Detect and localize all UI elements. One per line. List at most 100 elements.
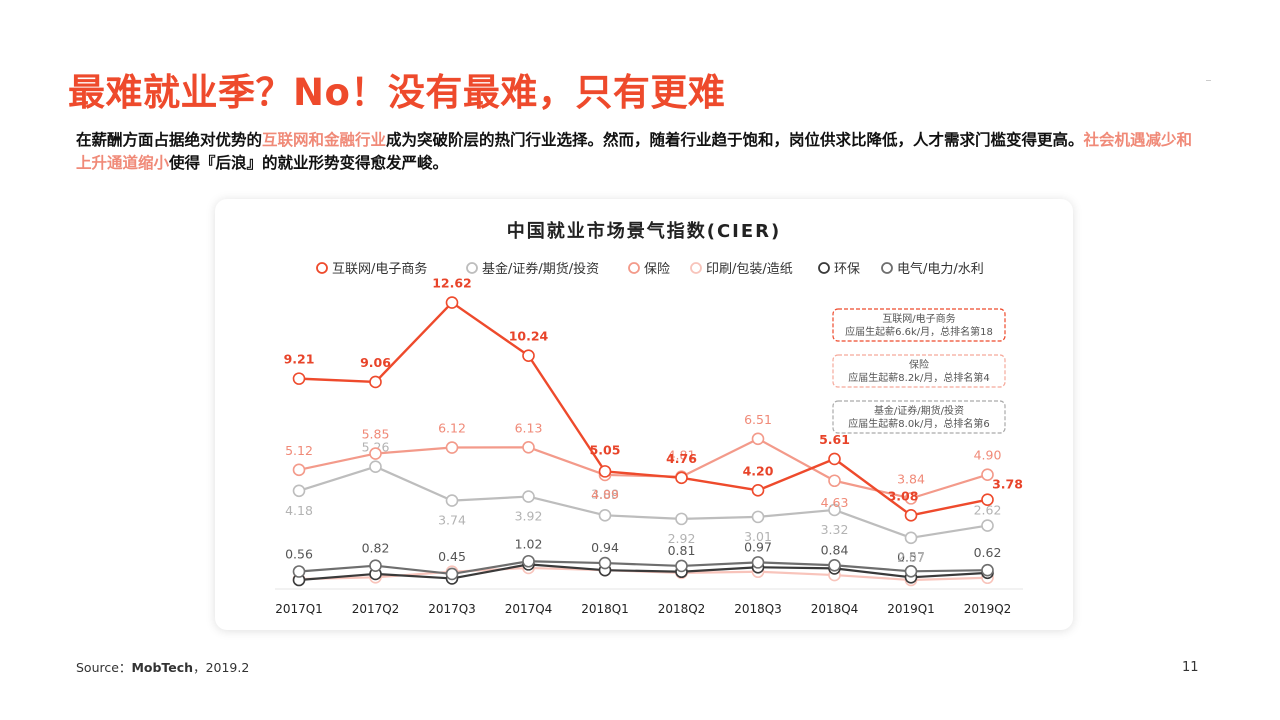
data-label: 12.62 <box>432 276 472 291</box>
data-label: 4.90 <box>974 448 1002 463</box>
page-number: 11 <box>1182 660 1199 675</box>
legend-marker <box>881 262 893 274</box>
data-label: 0.45 <box>438 549 466 564</box>
data-label: 4.20 <box>743 463 774 478</box>
series-group: 9.21 9.06 12.62 10.24 5.05 4.76 4.20 5.61 3.08 3.… <box>284 276 1023 522</box>
series-group: 4.18 5.26 3.74 3.92 3.08 2.92 3.01 3.32 2.07 2.62 <box>285 440 1001 565</box>
data-point <box>369 559 382 573</box>
x-tick-label: 2017Q1 <box>275 602 323 616</box>
series-line <box>298 563 988 582</box>
data-point <box>828 452 841 466</box>
data-label: 0.84 <box>821 542 849 557</box>
data-label: 5.26 <box>362 440 390 455</box>
data-point <box>522 349 535 362</box>
data-label: 0.56 <box>285 547 313 562</box>
data-point <box>369 375 382 389</box>
data-label: 5.05 <box>590 442 621 457</box>
desc-text-2: 成为突破阶层的热门行业选择。然而，随着行业趋于饱和，岗位供求比降低，人才需求门槛… <box>386 131 1084 149</box>
data-label: 0.62 <box>974 545 1002 560</box>
data-point <box>445 567 459 581</box>
series-line <box>298 560 988 576</box>
desc-highlight-1: 互联网和金融行业 <box>262 131 387 149</box>
data-point <box>445 296 459 309</box>
legend-label: 印刷/包装/造纸 <box>706 262 793 277</box>
data-label: 3.92 <box>515 509 543 524</box>
data-point <box>751 556 765 569</box>
legend-label: 环保 <box>834 262 860 277</box>
data-point <box>598 465 612 478</box>
data-label: 5.12 <box>285 443 313 458</box>
data-point <box>904 492 918 505</box>
data-point <box>675 471 688 485</box>
slide-title: 最难就业季？No！没有最难，只有更难 <box>68 71 726 114</box>
data-point <box>369 460 382 474</box>
data-label: 2.62 <box>974 503 1002 518</box>
x-tick-label: 2018Q3 <box>734 602 782 616</box>
x-tick-label: 2019Q1 <box>887 602 935 616</box>
x-tick-label: 2018Q1 <box>581 602 629 616</box>
legend-item: 互联网/电子商务 <box>316 261 427 277</box>
series-line <box>298 301 988 517</box>
data-point <box>904 531 918 545</box>
data-point <box>751 432 765 446</box>
legend-label: 保险 <box>644 262 670 277</box>
slide-description: 在薪酬方面占据绝对优势的互联网和金融行业成为突破阶层的热门行业选择。然而，随着行… <box>76 129 1206 175</box>
source-name: MobTech <box>131 660 194 675</box>
x-tick-label: 2018Q4 <box>811 602 859 616</box>
data-label: 6.51 <box>744 412 772 427</box>
data-point <box>981 519 994 532</box>
legend-item: 印刷/包装/造纸 <box>690 262 793 277</box>
data-point <box>445 441 459 454</box>
series-line <box>298 437 988 500</box>
data-point <box>981 563 994 577</box>
corner-mark <box>1206 80 1211 81</box>
source-suffix: ，2019.2 <box>193 660 250 675</box>
data-label: 4.18 <box>285 503 313 518</box>
series-line <box>298 465 988 539</box>
legend-marker <box>690 262 702 274</box>
legend-label: 基金/证券/期货/投资 <box>482 261 599 277</box>
data-label: 2.07 <box>897 550 925 565</box>
data-point <box>904 509 918 522</box>
data-point <box>598 556 612 570</box>
legend-marker <box>628 262 640 274</box>
line-chart: 中国就业市场景气指数(CIER) 互联网/电子商务 基金/证券/期货/投资 保险 印刷… <box>275 220 1023 616</box>
legend-label: 互联网/电子商务 <box>332 261 427 277</box>
data-label: 0.81 <box>668 543 696 558</box>
data-point <box>981 468 994 482</box>
data-point <box>751 510 765 524</box>
annotation-title: 基金/证券/期货/投资 <box>874 404 964 417</box>
data-label: 5.85 <box>362 427 390 442</box>
data-label: 5.61 <box>819 432 850 447</box>
data-label: 9.06 <box>360 355 391 370</box>
legend-item: 环保 <box>818 262 860 277</box>
data-point <box>751 484 765 497</box>
desc-highlight-2: 社会机遇减少和上升通道缩小 <box>76 131 1193 172</box>
legend-marker <box>818 262 830 274</box>
legend-item: 保险 <box>628 262 670 277</box>
chart-legend: 互联网/电子商务 基金/证券/期货/投资 保险 印刷/包装/造纸 环保 电气/电力/水利 <box>316 261 984 277</box>
annotation-border <box>832 354 1006 388</box>
data-point <box>292 565 306 578</box>
data-label: 4.76 <box>666 451 697 466</box>
annotation-text: 应届生起薪8.0k/月，总排名第6 <box>848 417 989 430</box>
annotation-text: 应届生起薪6.6k/月，总排名第18 <box>845 325 993 338</box>
data-label: 0.97 <box>744 539 772 554</box>
data-point <box>522 554 535 568</box>
data-label: 0.94 <box>591 540 619 555</box>
desc-text-3: 使得『后浪』的就业形势变得愈发严峻。 <box>169 154 449 172</box>
data-label: 3.78 <box>992 477 1023 492</box>
x-tick-label: 2018Q2 <box>658 602 706 616</box>
chart-card: 中国就业市场景气指数(CIER) 互联网/电子商务 基金/证券/期货/投资 保险 印刷… <box>215 199 1073 630</box>
annotation-border <box>832 308 1006 342</box>
x-tick-label: 2017Q4 <box>505 602 553 616</box>
series-group: 0.56 0.82 0.45 1.02 0.94 0.81 0.97 0.84 0.57 0.62 <box>285 536 1002 581</box>
data-label: 3.01 <box>744 529 772 544</box>
data-point <box>828 558 841 572</box>
data-label: 4.89 <box>591 487 619 502</box>
data-label: 3.08 <box>888 488 919 503</box>
data-label: 3.84 <box>897 471 925 486</box>
data-point <box>445 494 459 507</box>
